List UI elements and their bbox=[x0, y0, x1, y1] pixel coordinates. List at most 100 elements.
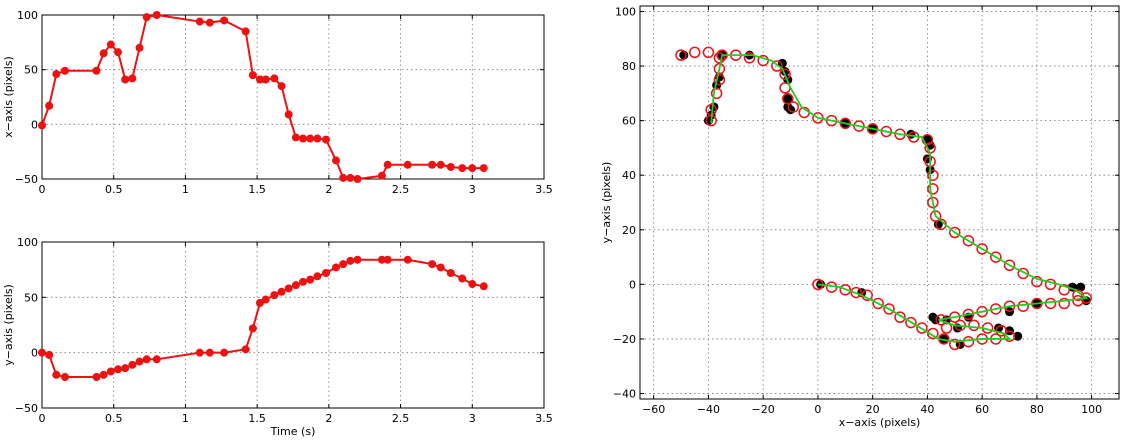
x-tick-label: 0 bbox=[39, 183, 46, 196]
data-point bbox=[468, 164, 477, 173]
data-point bbox=[458, 164, 467, 173]
estimated-point bbox=[905, 316, 917, 329]
measured-point bbox=[928, 312, 938, 322]
estimated-point bbox=[713, 52, 726, 64]
measured-point bbox=[1013, 331, 1023, 341]
estimated-point bbox=[779, 68, 791, 80]
estimated-point bbox=[853, 120, 865, 132]
data-point bbox=[220, 348, 229, 357]
data-point bbox=[299, 277, 308, 286]
data-point bbox=[291, 133, 300, 142]
data-point bbox=[332, 263, 341, 272]
estimated-point bbox=[949, 338, 961, 351]
x-tick-label: 1.5 bbox=[248, 412, 266, 425]
data-point bbox=[121, 75, 130, 84]
estimated-point bbox=[787, 101, 800, 113]
data-point bbox=[261, 75, 270, 84]
estimated-point bbox=[1031, 275, 1043, 288]
estimated-point bbox=[1017, 267, 1029, 280]
x-tick-label: 1 bbox=[182, 183, 189, 196]
y-tick-label: 0 bbox=[31, 347, 38, 360]
measured-point bbox=[709, 102, 719, 112]
plot-frame bbox=[639, 5, 1120, 400]
data-point bbox=[142, 13, 151, 22]
data-point bbox=[403, 255, 412, 264]
estimated-point bbox=[976, 305, 988, 318]
y-tick-label: −40 bbox=[613, 388, 636, 401]
data-point bbox=[403, 160, 412, 169]
data-point bbox=[241, 27, 250, 36]
data-point bbox=[479, 164, 488, 173]
x-tick-label: 3 bbox=[469, 183, 476, 196]
estimated-point bbox=[782, 93, 794, 105]
data-point bbox=[313, 272, 322, 281]
x-axis-label: x−axis (pixels) bbox=[839, 416, 921, 429]
series-line bbox=[41, 13, 484, 181]
estimated-point bbox=[1072, 295, 1084, 307]
x-tick-label: 0 bbox=[814, 403, 821, 416]
y-tick-label: 40 bbox=[622, 169, 636, 182]
data-point bbox=[256, 75, 265, 84]
x-tick-label: 3.5 bbox=[535, 183, 553, 196]
y-tick-label: 50 bbox=[24, 64, 38, 77]
data-point bbox=[284, 110, 293, 119]
data-point bbox=[339, 173, 348, 182]
estimated-point bbox=[1003, 259, 1016, 272]
x-tick-label: 80 bbox=[1030, 403, 1044, 416]
data-point bbox=[106, 367, 115, 376]
data-point bbox=[277, 287, 286, 296]
data-point bbox=[92, 373, 101, 382]
x-tick-label: 2.5 bbox=[392, 183, 410, 196]
estimated-point bbox=[850, 286, 862, 299]
x-tick-label: 2.5 bbox=[392, 412, 410, 425]
estimated-point bbox=[825, 114, 838, 127]
estimated-point bbox=[880, 125, 893, 138]
data-point bbox=[377, 255, 386, 264]
y-tick-label: 20 bbox=[622, 224, 636, 237]
data-point bbox=[114, 365, 123, 374]
data-point bbox=[446, 162, 455, 171]
data-point bbox=[195, 17, 204, 26]
estimated-point bbox=[710, 87, 723, 100]
y-tick-label: 60 bbox=[622, 115, 636, 128]
x-tick-label: −40 bbox=[697, 403, 720, 416]
data-point bbox=[241, 345, 250, 354]
x-tick-label: 1 bbox=[182, 412, 189, 425]
data-point bbox=[152, 11, 161, 19]
measured-point bbox=[679, 50, 689, 60]
data-point bbox=[205, 18, 214, 27]
data-point bbox=[377, 171, 386, 180]
x-tick-label: 3.5 bbox=[535, 412, 553, 425]
estimated-point bbox=[962, 335, 975, 348]
measured-point bbox=[783, 94, 793, 104]
y-tick-label: −20 bbox=[613, 333, 636, 346]
data-point bbox=[270, 74, 279, 83]
data-point bbox=[479, 282, 488, 291]
data-point bbox=[38, 121, 46, 130]
estimated-point bbox=[990, 303, 1002, 315]
data-point bbox=[306, 134, 315, 143]
estimated-point bbox=[866, 123, 879, 135]
data-point bbox=[128, 74, 137, 83]
plot-frame bbox=[41, 241, 545, 409]
estimated-point bbox=[1044, 297, 1057, 310]
estimated-point bbox=[962, 234, 975, 247]
estimated-point bbox=[702, 46, 715, 59]
data-point bbox=[346, 173, 355, 182]
estimated-point bbox=[935, 314, 947, 326]
y-tick-label: 0 bbox=[629, 278, 636, 291]
data-point bbox=[152, 355, 161, 364]
data-point bbox=[446, 268, 455, 277]
estimated-point bbox=[872, 297, 884, 310]
x-tick-label: −20 bbox=[752, 403, 775, 416]
estimated-point bbox=[976, 243, 988, 255]
data-point bbox=[195, 348, 204, 357]
y-axis-label: x−axis (pixels) bbox=[2, 56, 15, 138]
estimated-point bbox=[1058, 297, 1071, 310]
data-point bbox=[60, 66, 69, 75]
x-tick-label: 2 bbox=[325, 412, 332, 425]
estimated-point bbox=[1058, 284, 1071, 296]
data-point bbox=[99, 49, 108, 58]
